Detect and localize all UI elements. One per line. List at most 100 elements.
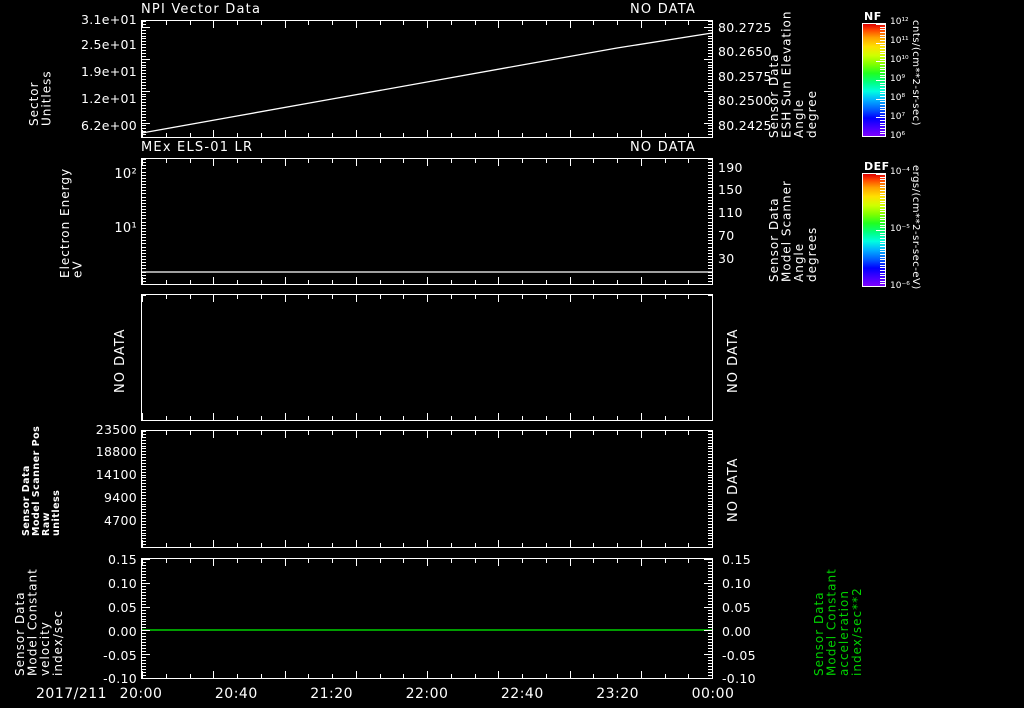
colorbar-tick (880, 123, 885, 124)
panel-3-plot-frame[interactable] (141, 294, 713, 421)
y-tick (142, 36, 146, 37)
x-tick (308, 416, 309, 420)
x-tick (427, 540, 428, 547)
x-tick (285, 671, 286, 678)
panel-4-plot-frame[interactable] (141, 430, 713, 548)
y-tick (142, 265, 146, 266)
y-tick (708, 247, 712, 248)
y-tick (142, 583, 150, 584)
y-tick (142, 190, 146, 191)
y-tick (142, 24, 146, 25)
x-tick (688, 416, 689, 420)
colorbar-tick (876, 136, 885, 137)
colorbar-nf[interactable] (862, 23, 886, 137)
y-tick (142, 571, 146, 572)
y-tick (708, 527, 712, 528)
panel-5-right-ytick-2: 0.05 (722, 600, 752, 615)
y-tick (142, 278, 146, 279)
y-tick (142, 521, 146, 522)
x-tick (285, 159, 286, 166)
y-tick (142, 451, 146, 452)
y-tick (142, 437, 146, 438)
y-tick (142, 209, 146, 210)
panel-5-right-ytick-4: -0.05 (722, 648, 756, 663)
y-tick (708, 36, 712, 37)
colorbar-tick (880, 246, 885, 247)
panel-1-plot-frame[interactable] (141, 20, 713, 138)
x-tick (641, 277, 642, 284)
panel-5-ytick-5: -0.10 (103, 671, 137, 686)
y-tick (708, 102, 712, 103)
x-tick (261, 416, 262, 420)
y-tick (708, 134, 712, 135)
y-tick (142, 159, 146, 160)
x-tick (380, 133, 381, 137)
panel-2-trace (142, 271, 712, 273)
x-tick (213, 21, 214, 28)
y-tick (708, 633, 712, 634)
colorbar-def[interactable] (862, 173, 886, 287)
y-tick (708, 190, 712, 191)
y-tick (708, 651, 712, 652)
y-tick (708, 533, 712, 534)
y-tick (142, 73, 146, 74)
colorbar-tick (880, 251, 885, 252)
colorbar-tick (880, 257, 885, 258)
x-tick (190, 133, 191, 137)
x-tick (166, 21, 167, 25)
y-tick (708, 486, 712, 487)
colorbar-nf-tick-3: 10⁹ (890, 74, 906, 84)
y-tick (708, 50, 712, 51)
x-tick (546, 280, 547, 284)
y-tick (708, 240, 712, 241)
y-tick (708, 272, 712, 273)
x-tick (403, 21, 404, 25)
colorbar-tick (880, 193, 885, 194)
x-tick (166, 159, 167, 163)
y-tick (142, 50, 146, 51)
y-tick (142, 660, 146, 661)
y-tick (142, 607, 150, 608)
x-tick (665, 280, 666, 284)
colorbar-tick (880, 275, 885, 276)
colorbar-tick (880, 241, 885, 242)
x-tick (546, 559, 547, 563)
y-tick (704, 59, 712, 60)
y-tick (142, 580, 146, 581)
panel-4-ytick-1: 18800 (95, 444, 137, 459)
x-tick (570, 559, 571, 566)
xaxis-tick-4: 22:40 (500, 686, 544, 702)
panel-2-right-ytick-2: 110 (718, 205, 743, 220)
y-tick (708, 228, 712, 229)
y-tick (142, 621, 146, 622)
x-tick (237, 559, 238, 563)
x-tick (688, 295, 689, 299)
xaxis-tick-2: 21:20 (310, 686, 354, 702)
y-tick (708, 172, 712, 173)
y-tick (142, 675, 146, 676)
y-tick (142, 193, 146, 194)
y-tick (142, 448, 146, 449)
panel-2-plot-frame[interactable] (141, 158, 713, 285)
x-tick (451, 295, 452, 299)
x-tick (356, 21, 357, 28)
panel-2-right-title: NO DATA (630, 140, 696, 155)
y-tick (708, 268, 712, 269)
y-tick (142, 275, 146, 276)
x-tick (380, 543, 381, 547)
x-tick (190, 295, 191, 299)
y-tick (708, 85, 712, 86)
panel-5-plot-frame[interactable] (141, 558, 713, 679)
colorbar-tick (880, 217, 885, 218)
x-tick (356, 431, 357, 438)
x-tick (522, 416, 523, 420)
x-tick (213, 671, 214, 678)
y-tick (142, 33, 146, 34)
y-tick (142, 206, 146, 207)
y-tick (142, 595, 146, 596)
x-tick (166, 280, 167, 284)
x-tick (522, 543, 523, 547)
x-tick (380, 416, 381, 420)
panel-2-ytick-1: 10¹ (114, 221, 137, 236)
y-tick (708, 96, 712, 97)
